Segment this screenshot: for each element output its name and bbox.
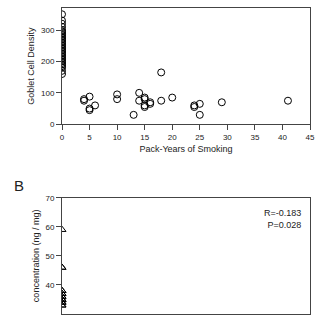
svg-text:15: 15 <box>140 133 149 142</box>
svg-text:50: 50 <box>45 252 54 261</box>
svg-text:concentration (ng / mg): concentration (ng / mg) <box>31 210 41 303</box>
svg-text:25: 25 <box>195 133 204 142</box>
svg-text:Goblet Cell Density: Goblet Cell Density <box>26 27 36 105</box>
svg-text:70: 70 <box>45 194 54 203</box>
svg-text:0: 0 <box>50 120 55 129</box>
svg-text:B: B <box>14 177 24 194</box>
svg-text:40: 40 <box>45 281 54 290</box>
svg-text:R=-0.183P=0.028: R=-0.183P=0.028 <box>264 208 301 230</box>
svg-text:35: 35 <box>250 133 259 142</box>
svg-text:Pack-Years of Smoking: Pack-Years of Smoking <box>139 144 232 154</box>
svg-text:300: 300 <box>41 26 55 35</box>
svg-text:10: 10 <box>113 133 122 142</box>
svg-text:0: 0 <box>60 133 65 142</box>
svg-text:30: 30 <box>223 133 232 142</box>
svg-text:200: 200 <box>41 57 55 66</box>
svg-text:5: 5 <box>87 133 92 142</box>
svg-text:100: 100 <box>41 89 55 98</box>
svg-text:20: 20 <box>168 133 177 142</box>
svg-text:45: 45 <box>306 133 315 142</box>
svg-text:60: 60 <box>45 223 54 232</box>
svg-text:40: 40 <box>278 133 287 142</box>
